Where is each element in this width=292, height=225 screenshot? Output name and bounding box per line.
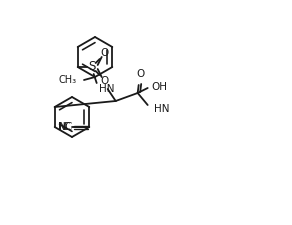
Text: C: C xyxy=(65,122,72,132)
Text: O: O xyxy=(100,76,109,86)
Text: S: S xyxy=(88,61,95,74)
Text: HN: HN xyxy=(99,84,114,94)
Text: O: O xyxy=(137,69,145,79)
Text: HN: HN xyxy=(154,104,169,114)
Text: OH: OH xyxy=(152,82,168,92)
Text: N: N xyxy=(59,122,66,132)
Text: N: N xyxy=(58,122,66,132)
Text: CH₃: CH₃ xyxy=(59,75,77,85)
Text: C: C xyxy=(62,122,69,132)
Text: O: O xyxy=(100,48,109,58)
